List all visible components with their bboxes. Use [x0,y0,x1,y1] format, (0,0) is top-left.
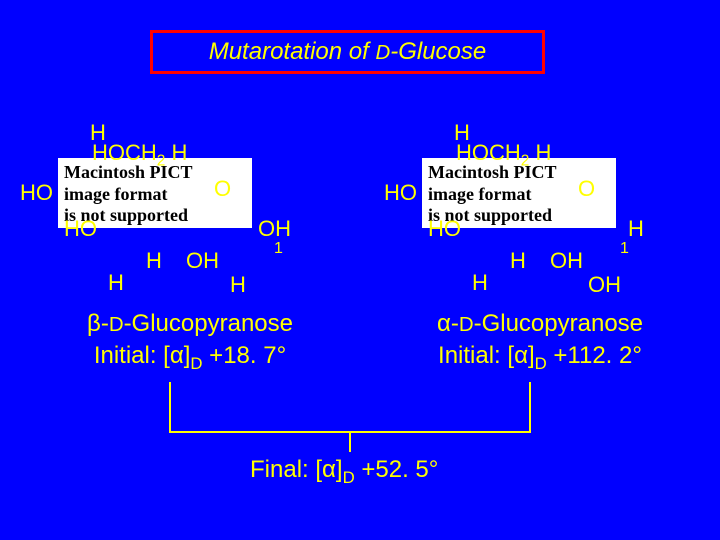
lbl-R-OH-mid: OH [550,248,583,274]
caption-right-d: D [459,314,474,336]
lbl-R-HOCH2-prefix: HOCH [456,140,521,165]
final-alpha: α [322,456,336,483]
lbl-L-OH-right: OH [258,216,291,242]
caption-right: α-D-Glucopyranose Initial: [α]D +112. 2° [400,308,680,376]
lbl-L-HO-left: HO [20,180,53,206]
caption-left-init-subD: D [190,354,202,373]
caption-left-initial: Initial: [α]D +18. 7° [60,340,320,375]
lbl-R-H-botL: H [472,270,488,296]
caption-left-init-prefix: Initial: [ [94,342,170,369]
caption-left-name: β-D-Glucopyranose [60,308,320,340]
lbl-R-HOCH2-suffix: H [529,140,551,165]
final-prefix: Final: [ [250,456,322,483]
caption-left-d: D [109,314,124,336]
lbl-L-O-ring: O [214,176,231,202]
lbl-L-HO-midleft: HO [64,216,97,242]
lbl-L-H-botR: H [230,272,246,298]
final-mid: ] [336,456,343,483]
lbl-R-H-midL: H [510,248,526,274]
caption-left-init-val: +18. 7° [203,342,287,369]
lbl-L-HOCH2-suffix: H [165,140,187,165]
caption-right-name-suffix: -Glucopyranose [474,310,643,337]
title-suffix: -Glucose [390,38,486,65]
caption-left: β-D-Glucopyranose Initial: [α]D +18. 7° [60,308,320,376]
lbl-L-HOCH2-H: HOCH2 H [92,140,187,170]
lbl-R-one: 1 [620,240,629,258]
lbl-R-H-right: H [628,216,644,242]
caption-right-init-prefix: Initial: [ [438,342,514,369]
caption-right-init-mid: ] [528,342,535,369]
lbl-R-OH-botR: OH [588,272,621,298]
final-value: +52. 5° [355,456,439,483]
caption-left-init-alpha: α [170,342,184,369]
final-rotation: Final: [α]D +52. 5° [250,456,438,488]
lbl-L-HOCH2-prefix: HOCH [92,140,157,165]
lbl-L-H-midL: H [146,248,162,274]
caption-left-greek: β [87,310,101,337]
lbl-L-one: 1 [274,240,283,258]
lbl-L-H-botL: H [108,270,124,296]
caption-right-initial: Initial: [α]D +112. 2° [400,340,680,375]
lbl-R-HO-midleft: HO [428,216,461,242]
title-prefix: Mutarotation of [209,38,376,65]
slide-root: Mutarotation of D-Glucose Macintosh PICT… [0,0,720,540]
caption-right-init-val: +112. 2° [547,342,642,369]
final-subD: D [343,468,355,487]
lbl-R-HO-left: HO [384,180,417,206]
title-box: Mutarotation of D-Glucose [150,30,545,74]
caption-right-init-subD: D [535,354,547,373]
lbl-R-HOCH2-H: HOCH2 H [456,140,551,170]
caption-right-name-prefix: - [451,310,459,337]
caption-right-init-alpha: α [514,342,528,369]
title-text: Mutarotation of D-Glucose [209,38,487,66]
caption-right-name: α-D-Glucopyranose [400,308,680,340]
caption-left-name-suffix: -Glucopyranose [124,310,293,337]
lbl-R-O-ring: O [578,176,595,202]
caption-right-greek: α [437,310,451,337]
lbl-L-OH-mid: OH [186,248,219,274]
title-d-letter: D [375,42,390,64]
caption-left-name-prefix: - [101,310,109,337]
